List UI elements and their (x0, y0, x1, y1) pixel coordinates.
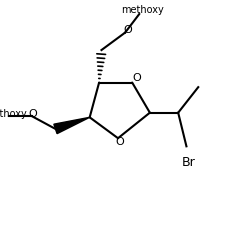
Polygon shape (54, 118, 90, 134)
Text: O: O (28, 108, 37, 118)
Text: O: O (115, 137, 124, 147)
Text: O: O (123, 24, 132, 35)
Text: O: O (132, 73, 141, 83)
Text: Br: Br (182, 155, 196, 168)
Text: methoxy: methoxy (0, 108, 27, 118)
Text: methoxy: methoxy (121, 5, 164, 15)
